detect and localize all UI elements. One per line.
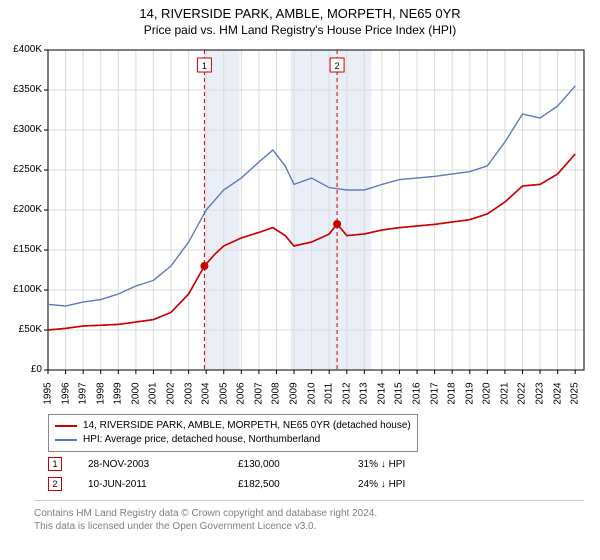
y-tick-label: £400K <box>2 44 42 55</box>
x-tick-label: 2004 <box>201 379 212 409</box>
x-tick-label: 2008 <box>271 379 282 409</box>
y-tick-label: £200K <box>2 204 42 215</box>
x-tick-label: 2000 <box>130 379 141 409</box>
x-tick-label: 2021 <box>499 379 510 409</box>
chart-area: £0 £50K £100K £150K £200K £250K £300K £350K £400… <box>0 44 600 404</box>
y-tick-label: £100K <box>2 284 42 295</box>
x-tick-label: 2017 <box>429 379 440 409</box>
x-tick-label: 1997 <box>78 379 89 409</box>
svg-text:2: 2 <box>335 61 340 71</box>
x-tick-label: 1995 <box>43 379 54 409</box>
y-tick-label: £0 <box>2 364 42 375</box>
legend-item: HPI: Average price, detached house, Nort… <box>55 433 411 447</box>
y-tick-label: £150K <box>2 244 42 255</box>
x-tick-label: 2005 <box>218 379 229 409</box>
sale-marker-pct: 24% ↓ HPI <box>358 479 508 490</box>
x-tick-label: 2002 <box>166 379 177 409</box>
plot-area: 12 <box>48 50 584 370</box>
x-tick-label: 2007 <box>253 379 264 409</box>
y-tick-label: £350K <box>2 84 42 95</box>
title-block: 14, RIVERSIDE PARK, AMBLE, MORPETH, NE65… <box>0 0 600 37</box>
legend-swatch <box>55 425 77 427</box>
x-tick-label: 2019 <box>464 379 475 409</box>
footer-line1: Contains HM Land Registry data © Crown c… <box>34 507 584 520</box>
chart-title-line2: Price paid vs. HM Land Registry's House … <box>0 23 600 37</box>
sale-marker-number-box: 2 <box>48 477 62 491</box>
chart-title-line1: 14, RIVERSIDE PARK, AMBLE, MORPETH, NE65… <box>0 6 600 21</box>
svg-text:1: 1 <box>202 61 207 71</box>
sale-marker-row: 2 10-JUN-2011£182,50024% ↓ HPI <box>34 474 584 494</box>
x-tick-label: 2010 <box>306 379 317 409</box>
x-tick-label: 1996 <box>60 379 71 409</box>
x-tick-label: 2014 <box>376 379 387 409</box>
x-tick-label: 2011 <box>324 379 335 409</box>
sale-markers-table: 1 28-NOV-2003£130,00031% ↓ HPI 2 10-JUN-201… <box>34 454 584 494</box>
legend-swatch <box>55 439 77 441</box>
x-tick-label: 2016 <box>412 379 423 409</box>
x-tick-label: 2001 <box>148 379 159 409</box>
x-tick-label: 2009 <box>289 379 300 409</box>
x-tick-label: 2025 <box>570 379 581 409</box>
x-tick-label: 2020 <box>482 379 493 409</box>
legend-label: 14, RIVERSIDE PARK, AMBLE, MORPETH, NE65… <box>83 419 411 433</box>
x-tick-label: 2023 <box>535 379 546 409</box>
y-tick-label: £50K <box>2 324 42 335</box>
x-tick-label: 2006 <box>236 379 247 409</box>
x-tick-label: 1999 <box>113 379 124 409</box>
footer-attribution: Contains HM Land Registry data © Crown c… <box>34 500 584 533</box>
sale-marker-number-box: 1 <box>48 457 62 471</box>
y-tick-label: £300K <box>2 124 42 135</box>
legend-label: HPI: Average price, detached house, Nort… <box>83 433 320 447</box>
footer-line2: This data is licensed under the Open Gov… <box>34 520 584 533</box>
sale-marker-pct: 31% ↓ HPI <box>358 459 508 470</box>
sale-marker-row: 1 28-NOV-2003£130,00031% ↓ HPI <box>34 454 584 474</box>
plot-svg: 12 <box>48 50 584 370</box>
x-tick-label: 2012 <box>341 379 352 409</box>
legend-item: 14, RIVERSIDE PARK, AMBLE, MORPETH, NE65… <box>55 419 411 433</box>
sale-marker-date: 10-JUN-2011 <box>88 479 238 490</box>
x-tick-label: 1998 <box>95 379 106 409</box>
x-tick-label: 2013 <box>359 379 370 409</box>
y-tick-label: £250K <box>2 164 42 175</box>
x-tick-label: 2003 <box>183 379 194 409</box>
x-tick-label: 2015 <box>394 379 405 409</box>
sale-marker-price: £182,500 <box>238 479 358 490</box>
x-tick-label: 2018 <box>447 379 458 409</box>
legend: 14, RIVERSIDE PARK, AMBLE, MORPETH, NE65… <box>48 414 418 452</box>
chart-container: 14, RIVERSIDE PARK, AMBLE, MORPETH, NE65… <box>0 0 600 560</box>
sale-marker-date: 28-NOV-2003 <box>88 459 238 470</box>
x-tick-label: 2024 <box>552 379 563 409</box>
x-tick-label: 2022 <box>517 379 528 409</box>
sale-marker-price: £130,000 <box>238 459 358 470</box>
